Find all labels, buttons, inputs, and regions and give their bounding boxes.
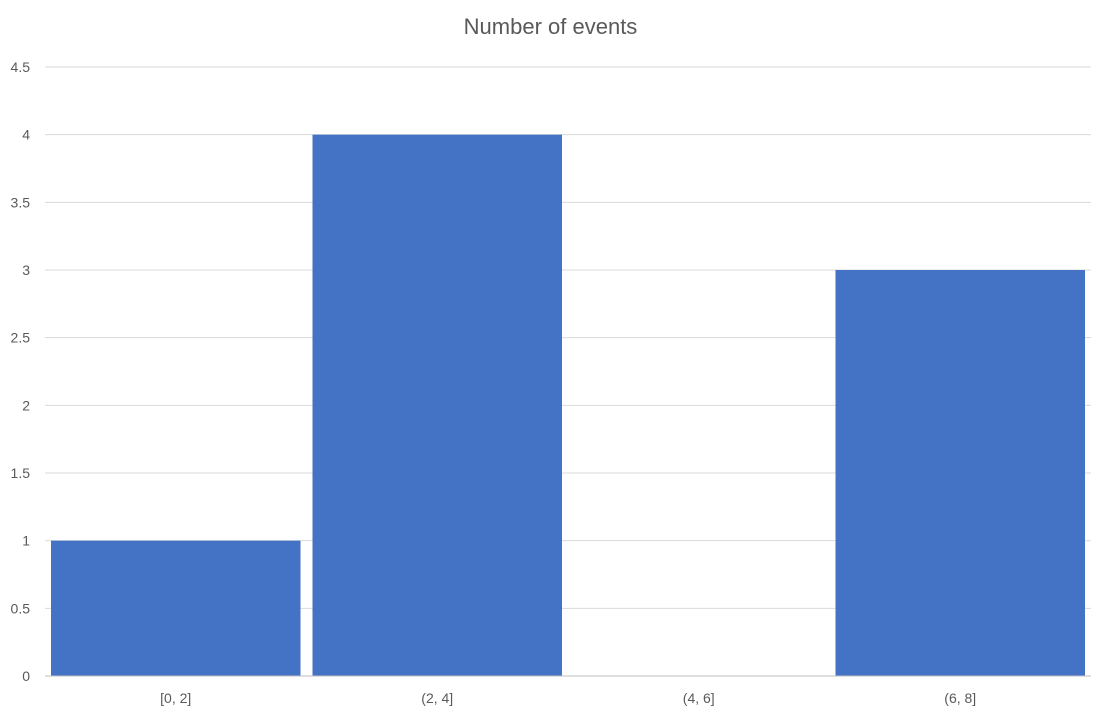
y-tick-label: 0.5 [11, 600, 31, 616]
chart-title: Number of events [463, 14, 638, 39]
y-tick-label: 3 [22, 262, 30, 278]
y-tick-label: 2 [22, 397, 30, 413]
x-tick-label: (2, 4] [421, 690, 453, 706]
y-tick-label: 4 [22, 127, 30, 143]
x-tick-label: [0, 2] [160, 690, 191, 706]
y-tick-label: 1 [22, 533, 30, 549]
bar [51, 540, 301, 676]
y-tick-label: 2.5 [11, 330, 31, 346]
bars [51, 134, 1085, 676]
bar [312, 134, 562, 676]
y-tick-label: 4.5 [11, 59, 31, 75]
x-tick-label: (6, 8] [944, 690, 976, 706]
y-tick-label: 0 [22, 668, 30, 684]
x-tick-label: (4, 6] [683, 690, 715, 706]
y-tick-label: 1.5 [11, 465, 31, 481]
tick-labels: 0 0.5 1 1.5 2 2.5 3 3.5 4 4.5 [0, 2] (2, 4] (4, 6] (6… [11, 59, 977, 706]
bar [835, 270, 1085, 676]
y-tick-label: 3.5 [11, 194, 31, 210]
